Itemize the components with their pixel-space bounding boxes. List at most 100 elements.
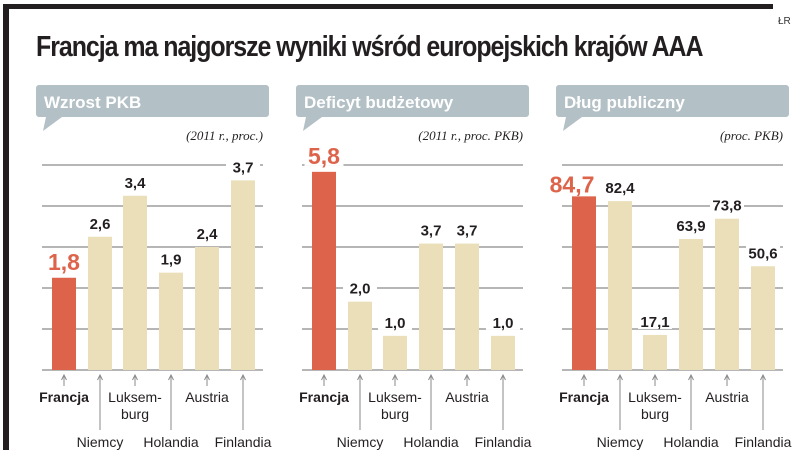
category-label: Finlandia (215, 434, 272, 450)
value-label: 3,7 (457, 223, 478, 240)
arrow-up-icon (500, 373, 506, 381)
bar-francja (52, 277, 76, 370)
panel-title: Dług publiczny (564, 93, 685, 112)
value-label: 17,1 (640, 314, 669, 331)
bar-niemcy (608, 201, 632, 370)
value-label-bg (378, 313, 412, 330)
bar-luksemburg (643, 334, 667, 370)
category-label: Niemcy (597, 434, 644, 450)
value-label-bg (674, 217, 708, 234)
bar-niemcy (88, 236, 112, 370)
chart-panel-3: Dług publiczny (proc. PKB) 84,7 Francja 82,4… (547, 85, 792, 450)
arrow-up-icon (97, 373, 103, 381)
bar-luksemburg (383, 335, 407, 370)
chart-panel-2: Deficyt budżetowy (2011 r., proc. PKB) 5,8… (296, 85, 532, 450)
bar-austria (715, 218, 739, 370)
category-label: Niemcy (77, 434, 124, 450)
chart-panel-1: Wzrost PKB (2011 r., proc.) 1,8 Francja 2,6 N… (36, 85, 272, 450)
value-label-bg (486, 313, 520, 330)
arrow-up-icon (724, 373, 730, 381)
value-label-bg (226, 158, 260, 175)
arrow-up-icon (240, 373, 246, 381)
arrow-up-icon (321, 373, 327, 381)
category-label: Luksem- (628, 389, 682, 405)
panel-title: Wzrost PKB (44, 93, 141, 112)
bar-holandia (679, 239, 703, 370)
bar-holandia (419, 243, 443, 370)
value-label: 84,7 (550, 171, 595, 197)
frame-left-rule (3, 4, 9, 450)
value-label: 2,6 (90, 216, 111, 233)
value-label-bg (343, 279, 377, 296)
value-label: 1,8 (48, 249, 80, 275)
value-label-bg (638, 312, 672, 329)
category-label: Austria (445, 389, 489, 405)
value-label: 1,0 (493, 315, 514, 332)
category-label: Luksem- (108, 389, 162, 405)
panel-banner (556, 85, 789, 131)
page-title: Francja ma najgorsze wyniki wśród europe… (36, 31, 704, 63)
value-label-bg (154, 250, 188, 267)
arrow-up-icon (132, 373, 138, 381)
arrow-up-icon (617, 373, 623, 381)
value-label: 3,7 (421, 223, 442, 240)
arrow-up-icon (392, 373, 398, 381)
category-label: Niemcy (337, 434, 384, 450)
category-label: Holandia (143, 434, 198, 450)
arrow-up-icon (760, 373, 766, 381)
value-label-bg (603, 179, 637, 196)
value-label: 5,8 (308, 143, 340, 169)
panel-unit-label: (proc. PKB) (720, 128, 783, 143)
value-label: 82,4 (605, 180, 635, 197)
arrow-up-icon (688, 373, 694, 381)
arrow-up-icon (581, 373, 587, 381)
panel-banner (296, 85, 529, 131)
arrow-up-icon (168, 373, 174, 381)
category-label-cont: burg (121, 406, 149, 422)
value-label: 2,4 (197, 226, 219, 243)
value-label: 1,9 (161, 252, 182, 269)
value-label: 3,4 (125, 175, 147, 192)
category-label: Holandia (663, 434, 718, 450)
category-label: Austria (705, 389, 749, 405)
category-label-cont: burg (381, 406, 409, 422)
category-label-cont: burg (641, 406, 669, 422)
value-label-bg (83, 214, 117, 231)
bar-finlandia (491, 335, 515, 370)
value-label: 1,0 (385, 315, 406, 332)
bar-austria (455, 243, 479, 370)
panel-banner (36, 85, 269, 131)
bar-luksemburg (123, 195, 147, 370)
panel-unit-label: (2011 r., proc.) (186, 128, 263, 143)
category-label: Austria (185, 389, 229, 405)
bar-finlandia (751, 266, 775, 370)
value-label-bg (304, 143, 344, 166)
category-label: Finlandia (735, 434, 792, 450)
panel-unit-label: (2011 r., proc. PKB) (418, 128, 523, 143)
arrow-up-icon (428, 373, 434, 381)
value-label: 2,0 (350, 281, 371, 298)
arrow-up-icon (204, 373, 210, 381)
category-label: Francja (559, 389, 609, 405)
value-label-bg (746, 244, 780, 261)
category-label: Finlandia (475, 434, 532, 450)
category-label: Francja (39, 389, 89, 405)
arrow-up-icon (61, 373, 67, 381)
author-credit: ŁR (778, 16, 791, 27)
frame-top-rule (8, 4, 773, 9)
value-label: 50,6 (748, 245, 777, 262)
category-label: Holandia (403, 434, 458, 450)
category-label: Francja (299, 389, 349, 405)
arrow-up-icon (652, 373, 658, 381)
value-label: 3,7 (233, 159, 254, 176)
value-label-bg (450, 221, 484, 238)
bar-niemcy (348, 301, 372, 370)
value-label-bg (190, 225, 224, 241)
value-label: 63,9 (676, 218, 705, 235)
value-label-bg (118, 173, 152, 190)
bar-francja (572, 196, 596, 370)
bar-holandia (159, 272, 183, 370)
value-label-bg (710, 196, 744, 213)
bar-finlandia (231, 180, 255, 370)
